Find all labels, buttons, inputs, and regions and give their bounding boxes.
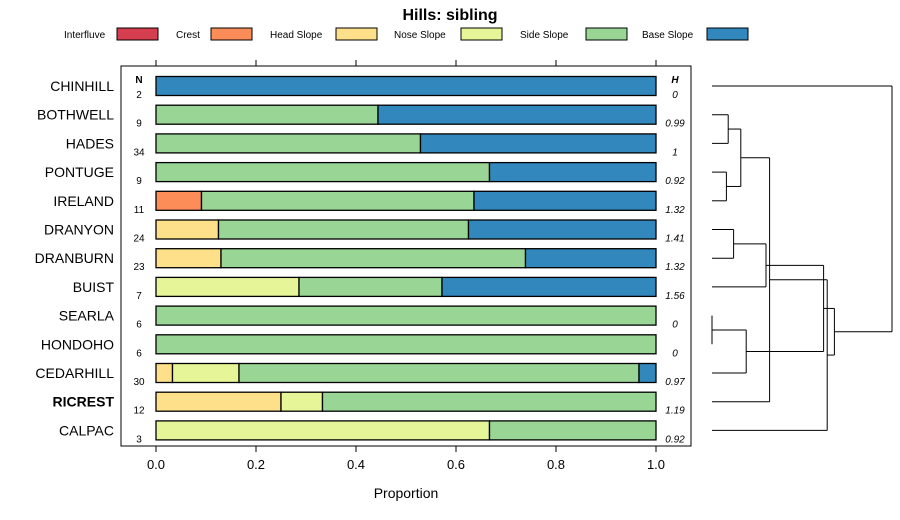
row-label-ricrest: RICREST: [53, 394, 115, 410]
row-label-hades: HADES: [66, 135, 114, 151]
bar-searla-side-slope: [155, 305, 657, 326]
bar-hades-side-slope: [155, 133, 422, 154]
bar-cedarhill-head-slope: [155, 362, 174, 384]
plot-frame: [120, 65, 692, 447]
bar-chinhill-base-slope: [155, 75, 657, 97]
bar-cedarhill-nose-slope: [171, 362, 240, 384]
bar-ricrest-side-slope: [321, 391, 657, 412]
bar-ireland-side-slope: [200, 190, 475, 211]
h-value-calpac: 0.92: [665, 434, 685, 445]
legend-label-interfluve: Interfluve: [64, 30, 106, 41]
bar-hondoho-side-slope: [155, 334, 657, 355]
legend-swatch-interfluve: [116, 27, 159, 41]
row-label-hondoho: HONDOHO: [41, 336, 114, 352]
n-value-hades: 34: [133, 147, 145, 158]
n-value-dranburn: 23: [133, 262, 145, 273]
legend-label-base-slope: Base Slope: [642, 30, 694, 41]
x-tick-label-0: 0.0: [147, 457, 165, 472]
x-tick-label-1: 0.2: [247, 457, 265, 472]
bar-dranburn-side-slope: [220, 248, 527, 269]
bar-cedarhill-base-slope: [638, 362, 657, 384]
legend-label-nose-slope: Nose Slope: [394, 30, 446, 41]
h-value-dranburn: 1.32: [665, 262, 685, 273]
legend-label-head-slope: Head Slope: [270, 30, 323, 41]
bar-buist-base-slope: [441, 276, 657, 298]
h-value-hondoho: 0: [672, 348, 678, 359]
n-value-chinhill: 2: [136, 90, 142, 101]
x-tick-label-4: 0.8: [547, 457, 565, 472]
h-value-ricrest: 1.19: [665, 406, 685, 417]
bar-ricrest-head-slope: [155, 391, 282, 412]
bar-dranburn-base-slope: [524, 248, 657, 269]
x-tick-label-2: 0.4: [347, 457, 365, 472]
n-value-pontuge: 9: [136, 176, 142, 187]
x-tick-label-3: 0.6: [447, 457, 465, 472]
row-labels: CHINHILL 2 0 BOTHWELL 9 0.99 HADES 34 1 PONTUGE 9 0…: [35, 78, 686, 445]
row-label-searla: SEARLA: [59, 308, 115, 324]
h-value-chinhill: 0: [672, 90, 678, 101]
h-value-searla: 0: [672, 320, 678, 331]
x-axis-label: Proportion: [374, 485, 439, 501]
row-label-cedarhill: CEDARHILL: [35, 365, 114, 381]
row-label-chinhill: CHINHILL: [50, 78, 114, 94]
bar-pontuge-base-slope: [488, 161, 657, 183]
legend-swatch-base-slope: [706, 27, 749, 41]
bar-ricrest-nose-slope: [280, 391, 324, 412]
bars: [155, 75, 657, 441]
x-tick-label-5: 1.0: [647, 457, 665, 472]
bar-dranburn-head-slope: [155, 248, 222, 269]
n-column-header: N: [135, 75, 142, 86]
bar-bothwell-base-slope: [377, 104, 657, 125]
n-value-searla: 6: [136, 320, 142, 331]
bar-buist-nose-slope: [155, 276, 300, 298]
bar-dranyon-side-slope: [217, 219, 470, 240]
n-value-dranyon: 24: [133, 234, 145, 245]
bar-cedarhill-side-slope: [238, 362, 640, 384]
bar-pontuge-side-slope: [155, 161, 491, 183]
n-value-ireland: 11: [134, 205, 145, 216]
bar-calpac-side-slope: [488, 420, 657, 441]
h-value-dranyon: 1.41: [665, 234, 684, 245]
chart-title: Hills: sibling: [402, 7, 497, 24]
legend-swatch-side-slope: [585, 27, 628, 41]
bar-buist-side-slope: [298, 276, 443, 298]
h-value-hades: 1: [672, 147, 678, 158]
row-label-bothwell: BOTHWELL: [37, 107, 114, 123]
row-label-dranyon: DRANYON: [44, 222, 114, 238]
n-value-ricrest: 12: [133, 406, 145, 417]
row-label-buist: BUIST: [73, 279, 115, 295]
bar-ireland-base-slope: [473, 190, 657, 211]
legend: Interfluve Crest Head Slope Nose Slope Side …: [64, 27, 749, 41]
legend-swatch-head-slope: [335, 27, 378, 41]
h-value-buist: 1.56: [665, 291, 685, 302]
legend-swatch-nose-slope: [460, 27, 503, 41]
h-value-pontuge: 0.92: [665, 176, 685, 187]
bar-hades-base-slope: [419, 133, 657, 154]
dendrogram: [711, 85, 893, 431]
legend-label-side-slope: Side Slope: [520, 30, 569, 41]
row-label-pontuge: PONTUGE: [45, 164, 114, 180]
bar-ireland-crest: [155, 190, 203, 211]
legend-label-crest: Crest: [176, 30, 200, 41]
row-label-ireland: IRELAND: [53, 193, 114, 209]
n-value-buist: 7: [136, 291, 142, 302]
n-value-hondoho: 6: [136, 348, 142, 359]
h-value-bothwell: 0.99: [665, 119, 685, 130]
row-label-calpac: CALPAC: [59, 422, 114, 438]
x-axis: 0.0 0.2 0.4 0.6 0.8 1.0: [147, 60, 665, 472]
h-column-header: H: [671, 75, 679, 86]
n-value-bothwell: 9: [136, 119, 142, 130]
h-value-cedarhill: 0.97: [665, 377, 685, 388]
bar-dranyon-base-slope: [467, 219, 657, 240]
h-value-ireland: 1.32: [665, 205, 685, 216]
n-value-cedarhill: 30: [133, 377, 145, 388]
bar-bothwell-side-slope: [155, 104, 379, 125]
bar-calpac-nose-slope: [155, 420, 491, 441]
bar-dranyon-head-slope: [155, 219, 220, 240]
row-label-dranburn: DRANBURN: [35, 250, 114, 266]
n-value-calpac: 3: [136, 434, 142, 445]
legend-swatch-crest: [210, 27, 253, 41]
